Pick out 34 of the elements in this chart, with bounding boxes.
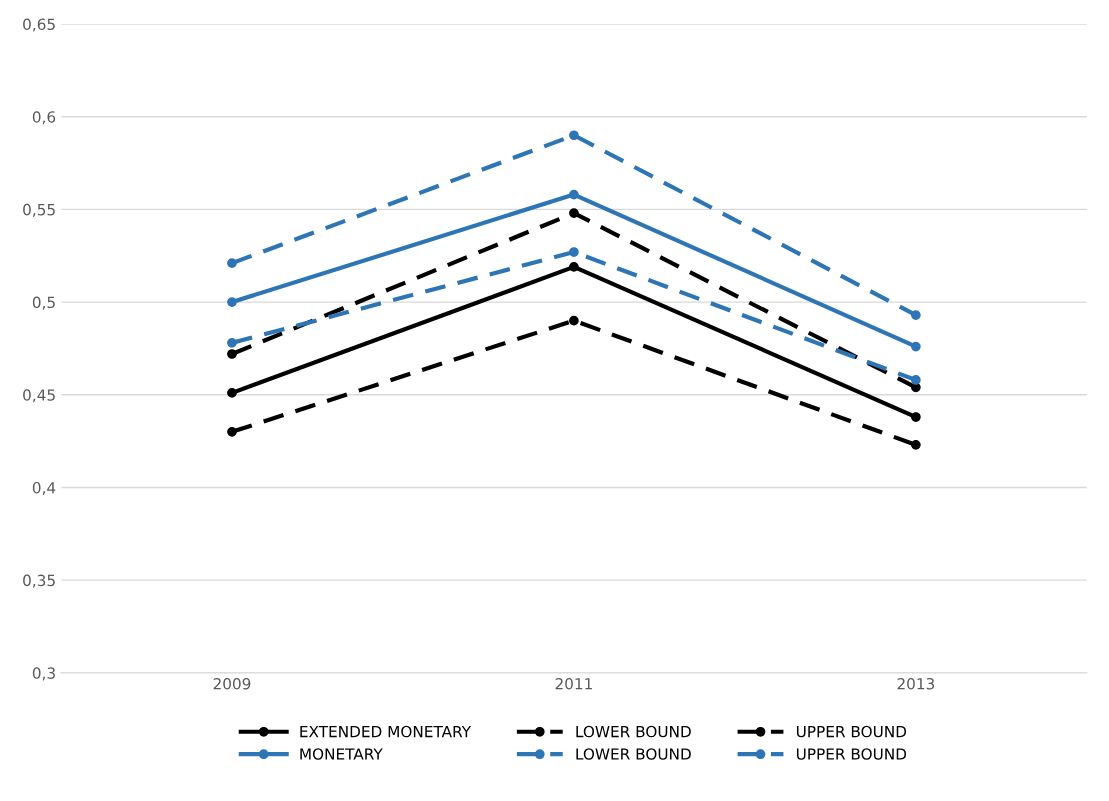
point [569,315,579,326]
x-tick-label: 2013 [897,677,935,690]
point [569,262,579,272]
y-tick-label: 0,65 [23,18,55,32]
legend-label: UPPER BOUND [796,725,907,738]
legend-label: EXTENDED MONETARY [300,725,472,738]
point [227,388,237,398]
point [910,341,921,352]
legend-label: LOWER BOUND [576,748,691,760]
point [569,208,579,218]
legend-label: UPPER BOUND [796,748,907,760]
point [910,310,921,320]
point [227,426,237,437]
x-tick-label: 2011 [555,677,592,690]
y-tick-label: 0,3 [32,667,55,681]
point [569,130,579,141]
y-tick-label: 0,55 [23,203,55,217]
point [227,258,237,269]
y-tick-label: 0,35 [23,574,55,588]
point [227,349,237,359]
y-tick-label: 0,5 [32,296,55,310]
point [910,439,921,450]
y-tick-label: 0,45 [23,389,55,403]
point [227,338,237,348]
point [910,375,921,385]
point [569,189,579,200]
point [910,412,921,422]
x-tick-label: 2009 [213,677,251,690]
y-tick-label: 0,4 [32,481,56,496]
legend-label: LOWER BOUND [576,725,691,738]
point [569,247,579,257]
y-tick-label: 0,6 [32,111,56,125]
point [227,297,237,307]
legend-label: MONETARY [300,748,383,760]
